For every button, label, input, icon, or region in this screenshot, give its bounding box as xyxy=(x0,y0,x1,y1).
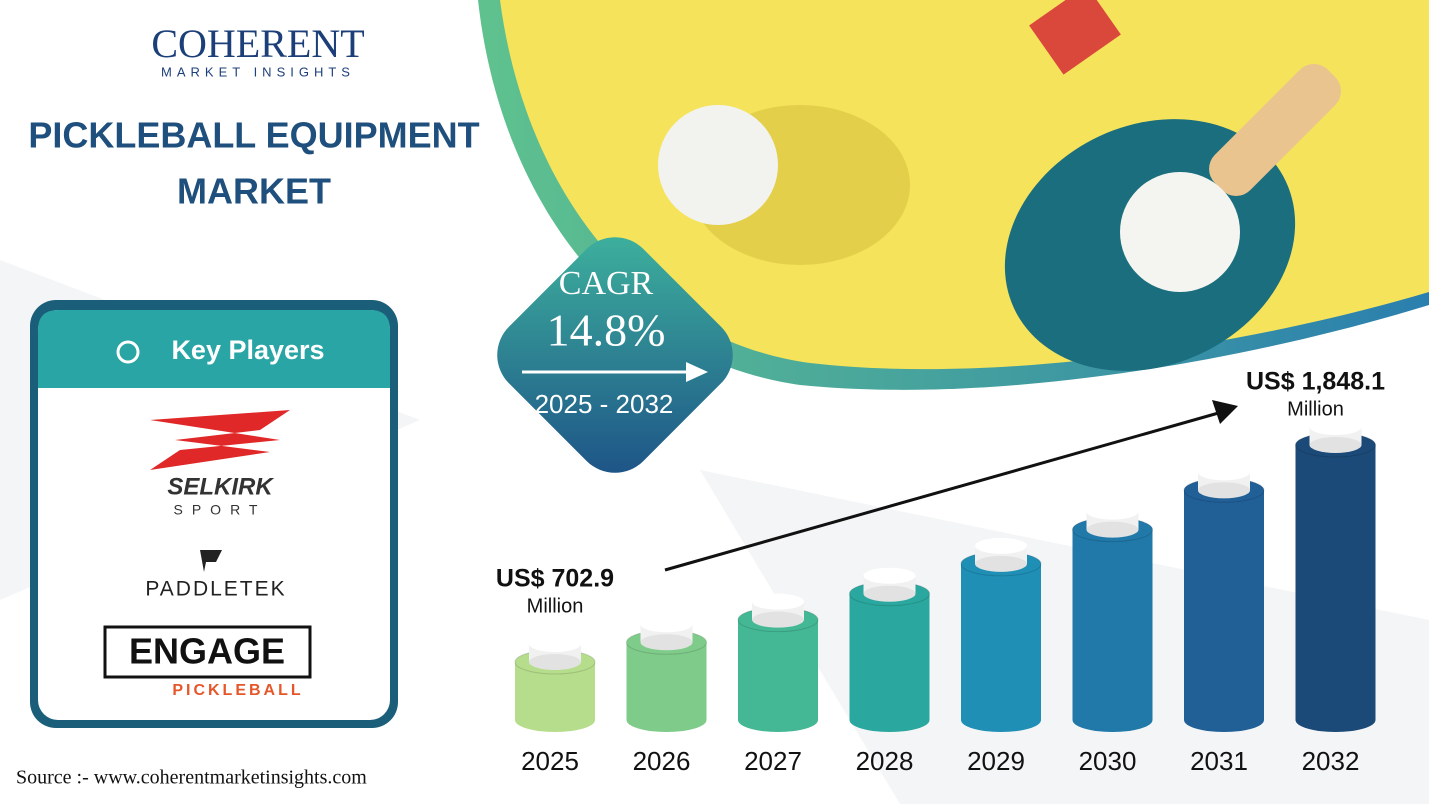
bar xyxy=(626,642,707,720)
value-unit: Million xyxy=(1287,398,1344,420)
player-name: ENGAGE xyxy=(129,631,285,672)
bar xyxy=(1295,445,1376,720)
x-tick-label: 2032 xyxy=(1302,746,1360,776)
cagr-badge xyxy=(497,237,733,473)
players-heading: Key Players xyxy=(171,335,324,365)
player-name: PADDLETEK xyxy=(145,578,286,601)
bar-cap-top xyxy=(863,567,916,584)
x-tick-label: 2028 xyxy=(856,746,914,776)
cagr-label: CAGR xyxy=(559,265,654,302)
title: PICKLEBALL EQUIPMENT xyxy=(28,115,479,156)
player-sub: SPORT xyxy=(174,502,267,518)
bar xyxy=(1184,490,1264,720)
bar-cap-top xyxy=(1309,419,1362,435)
bar-cap-top xyxy=(975,537,1027,554)
x-tick-label: 2029 xyxy=(967,746,1025,776)
players-panel xyxy=(38,310,390,720)
value-unit: Million xyxy=(527,595,584,617)
selkirk-mark xyxy=(150,410,290,470)
bar-cap-base xyxy=(1309,437,1362,453)
player-name: SELKIRK xyxy=(167,473,274,500)
cagr-value: 14.8% xyxy=(547,305,666,356)
bar-cap-base xyxy=(863,585,916,602)
cagr-period: 2025 - 2032 xyxy=(535,389,674,419)
trend-arrowhead xyxy=(1212,400,1238,424)
x-tick-label: 2031 xyxy=(1190,746,1248,776)
ball xyxy=(658,105,778,225)
logo: COHERENT xyxy=(151,21,364,66)
bar-cap-base xyxy=(529,654,581,670)
paddletek-mark xyxy=(200,550,222,572)
x-tick-label: 2027 xyxy=(744,746,802,776)
bar xyxy=(1072,529,1153,720)
source: Source :- www.coherentmarketinsights.com xyxy=(16,767,367,789)
bar-cap-top xyxy=(1198,464,1250,481)
paddle-red xyxy=(1029,0,1121,75)
ball xyxy=(1120,172,1240,292)
bg-facets xyxy=(0,260,1429,804)
x-tick-label: 2030 xyxy=(1079,746,1137,776)
value-label: US$ 702.9 xyxy=(496,565,614,593)
player-sub: PICKLEBALL xyxy=(172,682,303,699)
logo-tagline: MARKET INSIGHTS xyxy=(161,64,355,79)
value-label: US$ 1,848.1 xyxy=(1246,368,1385,396)
cagr-arrowhead xyxy=(686,362,708,382)
engage-frame xyxy=(103,625,312,679)
x-tick-label: 2025 xyxy=(521,746,579,776)
bar-cap-top xyxy=(640,616,693,633)
bar-cap-base xyxy=(1198,482,1250,499)
bar xyxy=(961,563,1041,720)
bar-cap-base xyxy=(1086,521,1139,538)
players-header xyxy=(38,310,390,388)
bar-cap-base xyxy=(640,634,693,651)
bar-cap-base xyxy=(975,555,1027,572)
bar xyxy=(849,593,930,720)
trend-arrow xyxy=(664,410,1223,572)
paddle-handle xyxy=(1209,64,1341,196)
bar xyxy=(738,619,818,720)
x-tick-label: 2026 xyxy=(633,746,691,776)
players-icon xyxy=(116,340,140,364)
bars xyxy=(514,419,1376,732)
bar-cap-top xyxy=(752,593,804,610)
title: MARKET xyxy=(177,171,331,212)
bar-cap-base xyxy=(752,611,804,628)
bar-cap-top xyxy=(529,636,581,652)
bar-cap-top xyxy=(1086,503,1139,520)
